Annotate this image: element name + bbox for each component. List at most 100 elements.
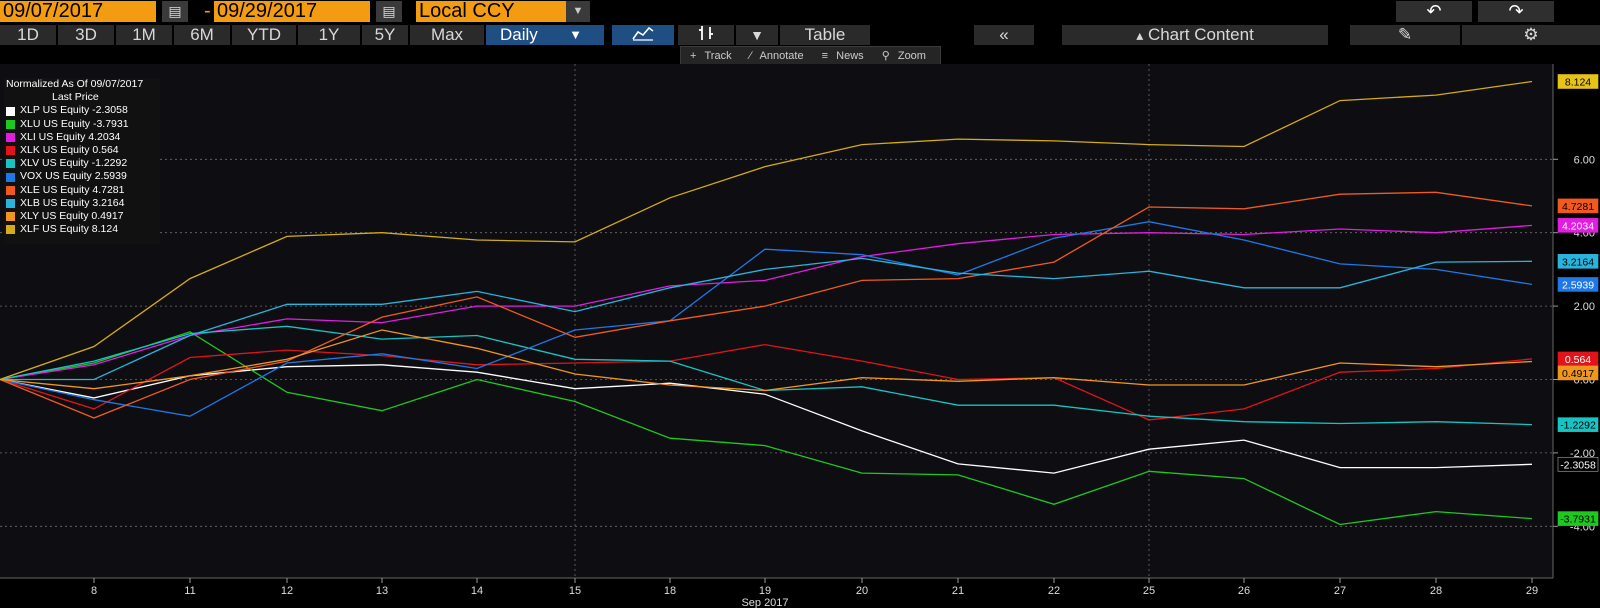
legend-label: XLV US Equity -1.2292 xyxy=(20,157,128,170)
annotate-tool[interactable]: ∕ Annotate xyxy=(749,50,804,62)
price-chart[interactable]: 6.004.002.000.00-2.00-4.00 8 11 12 13 14 15 18… xyxy=(0,64,1600,608)
track-tool[interactable]: + Track xyxy=(690,50,732,62)
legend-item: XLU US Equity -3.7931 xyxy=(4,118,160,131)
legend-item: XLB US Equity 3.2164 xyxy=(4,197,160,210)
legend-label: XLK US Equity 0.564 xyxy=(20,144,119,157)
start-calendar-icon[interactable]: ▤ xyxy=(162,1,188,22)
x-tick-label: 11 xyxy=(184,585,195,597)
period-ytd[interactable]: YTD xyxy=(232,25,296,45)
legend-item: XLE US Equity 4.7281 xyxy=(4,184,160,197)
x-tick-label: 22 xyxy=(1048,585,1060,597)
frequency-select[interactable]: Daily ▼ xyxy=(486,25,604,45)
x-tick-label: 26 xyxy=(1238,585,1250,597)
legend-label: XLE US Equity 4.7281 xyxy=(20,183,125,196)
series-line-vox xyxy=(0,221,1533,417)
legend-label: XLF US Equity 8.124 xyxy=(20,223,119,236)
series-line-xly xyxy=(0,329,1533,392)
legend-label: VOX US Equity 2.5939 xyxy=(20,170,127,183)
end-label-xlf: 8.124 xyxy=(1557,74,1599,89)
legend-item: VOX US Equity 2.5939 xyxy=(4,170,160,183)
legend-label: XLI US Equity 4.2034 xyxy=(20,130,121,143)
end-label-xlp: -2.3058 xyxy=(1557,456,1599,472)
end-label-bg xyxy=(1557,74,1599,89)
end-label-bg xyxy=(1557,365,1599,381)
legend-item: XLP US Equity -2.3058 xyxy=(4,104,160,117)
period-3d[interactable]: 3D xyxy=(58,25,114,45)
chart-type-dropdown-icon[interactable]: ▼ xyxy=(736,25,778,45)
chart-tools-bar: + Track ∕ Annotate ≡ News ⚲ Zoom xyxy=(680,46,941,66)
legend-subtitle: Last Price xyxy=(52,91,99,104)
zoom-label: Zoom xyxy=(897,50,926,62)
period-1y[interactable]: 1Y xyxy=(298,25,360,45)
period-1d[interactable]: 1D xyxy=(0,25,56,45)
top-toolbar: 09/07/2017 ▤ - 09/29/2017 ▤ Local CCY ▼ … xyxy=(0,0,1600,24)
end-label-xlu: -3.7931 xyxy=(1557,511,1599,526)
undo-icon[interactable]: ↶ xyxy=(1396,1,1472,22)
currency-select[interactable]: Local CCY xyxy=(416,1,566,22)
series-line-xle xyxy=(0,191,1533,419)
x-tick-label: 15 xyxy=(569,585,581,597)
end-label-text: 2.5939 xyxy=(1562,279,1594,291)
series-line-xlf xyxy=(0,80,1533,381)
legend-item: XLI US Equity 4.2034 xyxy=(4,131,160,144)
end-label-bg xyxy=(1557,456,1599,472)
end-label-bg xyxy=(1557,254,1599,269)
period-6m[interactable]: 6M xyxy=(174,25,230,45)
edit-icon[interactable]: ✎ xyxy=(1350,25,1460,45)
period-1m[interactable]: 1M xyxy=(116,25,172,45)
end-label-xlv: -1.2292 xyxy=(1557,417,1599,432)
legend-item: XLY US Equity 0.4917 xyxy=(4,210,160,223)
chart-content-button[interactable]: ▴ Chart Content xyxy=(1062,25,1328,45)
y-tick-label: -2.00 xyxy=(1570,448,1595,460)
end-label-text: 8.124 xyxy=(1565,76,1591,88)
start-date-field[interactable]: 09/07/2017 xyxy=(0,1,156,22)
track-label: Track xyxy=(704,50,732,62)
end-label-text: 0.564 xyxy=(1565,354,1591,366)
x-month-label: Sep 2017 xyxy=(741,597,788,608)
legend-swatch xyxy=(6,119,15,129)
end-label-text: -1.2292 xyxy=(1560,420,1596,432)
series-end-labels: 8.124 4.7281 4.2034 3.2164 2.5939 0.564 0.4917… xyxy=(1557,74,1599,526)
series-line-xli xyxy=(0,224,1533,381)
x-tick-label: 28 xyxy=(1430,585,1442,597)
table-button[interactable]: Table xyxy=(780,25,870,45)
legend-swatch xyxy=(6,212,15,222)
end-label-bg xyxy=(1557,417,1599,432)
collapse-icon[interactable]: « xyxy=(974,25,1034,45)
y-tick-label: 2.00 xyxy=(1574,301,1595,313)
end-label-text: 4.2034 xyxy=(1562,220,1594,232)
chart-content-icon: ▴ xyxy=(1136,27,1144,43)
end-calendar-icon[interactable]: ▤ xyxy=(376,1,402,22)
chart-grid xyxy=(0,64,1600,608)
line-chart-icon[interactable] xyxy=(612,25,674,45)
legend-swatch xyxy=(6,225,15,235)
chart-legend: Normalized As Of 09/07/2017 Last Price X… xyxy=(4,78,160,244)
settings-gear-icon[interactable]: ⚙ xyxy=(1462,25,1600,45)
x-tick-label: 19 xyxy=(759,585,771,597)
legend-label: XLP US Equity -2.3058 xyxy=(20,104,128,117)
end-label-bg xyxy=(1557,511,1599,526)
x-tick-label: 18 xyxy=(664,585,676,597)
toolbar-spacer xyxy=(1558,1,1600,22)
end-label-text: 4.7281 xyxy=(1562,201,1594,213)
period-max[interactable]: Max xyxy=(410,25,484,45)
bar-chart-icon[interactable] xyxy=(678,25,734,45)
x-tick-label: 20 xyxy=(856,585,868,597)
zoom-tool[interactable]: ⚲ Zoom xyxy=(881,50,926,62)
legend-label: XLU US Equity -3.7931 xyxy=(20,117,129,130)
end-label-xlk: 0.564 xyxy=(1557,351,1599,367)
legend-swatch xyxy=(6,159,15,169)
end-label-vox: 2.5939 xyxy=(1557,277,1599,292)
news-tool[interactable]: ≡ News xyxy=(821,50,864,62)
end-date-field[interactable]: 09/29/2017 xyxy=(214,1,370,22)
chart-content-label: Chart Content xyxy=(1147,25,1254,44)
period-toolbar: 1D 3D 1M 6M YTD 1Y 5Y Max Daily ▼ ▼ Tabl… xyxy=(0,24,1600,46)
y-tick-label: 6.00 xyxy=(1574,154,1595,166)
end-label-xle: 4.7281 xyxy=(1557,198,1599,214)
currency-dropdown-icon[interactable]: ▼ xyxy=(566,1,590,22)
x-tick-label: 25 xyxy=(1143,585,1155,597)
period-5y[interactable]: 5Y xyxy=(362,25,408,45)
redo-icon[interactable]: ↷ xyxy=(1478,1,1554,22)
end-label-text: -3.7931 xyxy=(1560,514,1596,526)
plot-background xyxy=(0,64,1553,578)
